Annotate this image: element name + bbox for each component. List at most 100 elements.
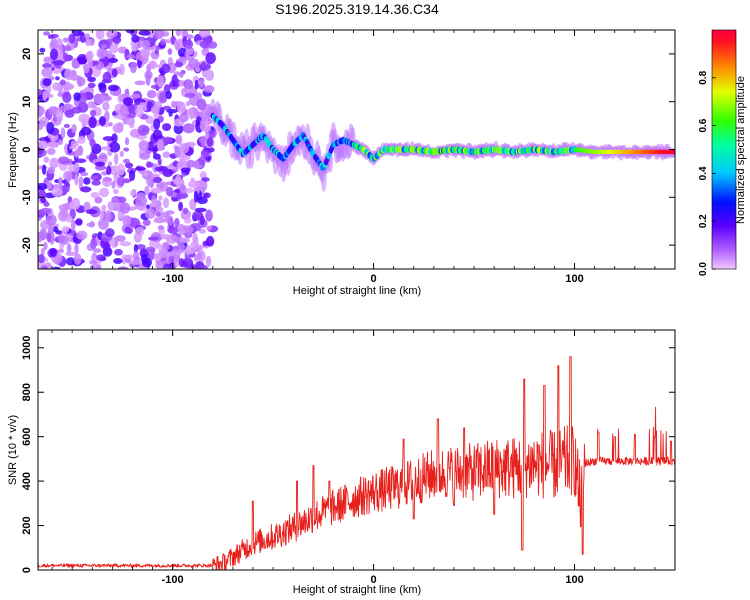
spectrogram-noise-blob bbox=[154, 215, 164, 223]
spectrogram-noise-blob bbox=[146, 162, 155, 168]
spectrogram-noise-blob bbox=[90, 191, 100, 198]
spectrogram-noise-blob bbox=[114, 240, 119, 247]
spectrogram-noise-blob bbox=[134, 80, 146, 86]
spectrogram-noise-blob bbox=[126, 54, 135, 59]
spectrogram-noise-blob bbox=[63, 123, 70, 128]
spectrogram-noise-blob bbox=[185, 47, 194, 56]
spectrogram-noise-blob bbox=[99, 187, 110, 198]
spectrogram-noise-blob bbox=[119, 105, 129, 117]
spectrogram-noise-blob bbox=[46, 147, 56, 156]
spectrogram-noise-blob bbox=[40, 247, 45, 256]
spectrogram-noise-blob bbox=[62, 37, 70, 43]
spectrogram-noise-blob bbox=[114, 235, 126, 242]
spectrogram-noise-blob bbox=[49, 48, 59, 61]
spectrogram-noise-blob bbox=[43, 31, 51, 36]
spectrogram-noise-blob bbox=[68, 33, 76, 44]
spectrogram-noise-blob bbox=[49, 248, 57, 258]
spectrogram-x-tick-label: 0 bbox=[371, 273, 377, 285]
spectrogram-noise-blob bbox=[53, 60, 65, 66]
spectrogram-noise-blob bbox=[182, 39, 194, 49]
spectrogram-noise-blob bbox=[180, 167, 191, 173]
spectrogram-noise-blob bbox=[78, 113, 90, 124]
spectrogram-noise-blob bbox=[176, 101, 186, 114]
spectrogram-noise-blob bbox=[58, 156, 70, 165]
spectrogram-noise-blob bbox=[123, 158, 130, 164]
spectrogram-noise-blob bbox=[117, 93, 123, 103]
spectrogram-noise-blob bbox=[200, 149, 210, 158]
spectrogram-noise-blob bbox=[124, 117, 136, 126]
spectrogram-noise-blob bbox=[173, 255, 180, 268]
figure-title: S196.2025.319.14.36.C34 bbox=[275, 1, 439, 17]
snr-panel: -100 0 100 0 200 400 600 800 1000 Height of str… bbox=[7, 329, 676, 596]
snr-x-tick-label: 100 bbox=[565, 574, 583, 586]
spectrogram-noise-blob bbox=[108, 57, 119, 63]
spectrogram-noise-blob bbox=[76, 76, 86, 87]
spectrogram-noise-blob bbox=[83, 63, 90, 74]
spectrogram-image bbox=[38, 30, 675, 269]
spectrogram-noise-blob bbox=[124, 226, 132, 234]
spectrogram-noise-blob bbox=[176, 191, 189, 200]
spectrogram-noise-blob bbox=[174, 61, 183, 68]
spectrogram-noise-blob bbox=[38, 123, 43, 131]
spectrogram-y-ticks: -20 -10 0 10 20 bbox=[21, 48, 675, 253]
spectrogram-noise-blob bbox=[153, 30, 164, 40]
spectrogram-y-tick-label: -10 bbox=[21, 189, 33, 205]
colorbar-tick-label: 0.8 bbox=[698, 70, 709, 84]
spectrogram-noise-blob bbox=[195, 92, 203, 100]
spectrogram-noise-blob bbox=[80, 126, 92, 136]
spectrogram-noise-blob bbox=[128, 169, 136, 182]
spectrogram-noise-blob bbox=[135, 106, 144, 118]
spectrogram-noise-blob bbox=[168, 111, 173, 117]
spectrogram-noise-blob bbox=[86, 222, 96, 227]
spectrogram-noise-blob bbox=[145, 73, 151, 86]
spectrogram-noise-blob bbox=[129, 61, 137, 74]
spectrogram-noise-blob bbox=[38, 190, 47, 199]
spectrogram-noise-blob bbox=[84, 33, 91, 40]
colorbar-ticks: 0.0 0.2 0.4 0.6 0.8 bbox=[698, 70, 716, 276]
spectrogram-noise-blob bbox=[69, 145, 77, 150]
spectrogram-noise-blob bbox=[58, 177, 64, 186]
spectrogram-noise-blob bbox=[130, 93, 141, 99]
spectrogram-noise-blob bbox=[90, 109, 97, 117]
spectrogram-noise-blob bbox=[124, 162, 134, 169]
spectrogram-noise-blob bbox=[43, 241, 48, 251]
spectrogram-noise-blob bbox=[205, 235, 215, 247]
colorbar: 0.0 0.2 0.4 0.6 0.8 Normalized spectral ampl… bbox=[698, 29, 747, 276]
spectrogram-noise-blob bbox=[158, 195, 163, 201]
spectrogram-noise-blob bbox=[135, 195, 148, 206]
spectrogram-noise-blob bbox=[105, 228, 115, 238]
spectrogram-noise-blob bbox=[98, 152, 108, 164]
spectrogram-noise-blob bbox=[74, 219, 83, 225]
spectrogram-noise-blob bbox=[181, 87, 190, 93]
spectrogram-noise-blob bbox=[119, 202, 131, 214]
spectrogram-noise-blob bbox=[188, 58, 200, 69]
spectrogram-noise-blob bbox=[132, 251, 140, 262]
spectrogram-noise-blob bbox=[87, 76, 96, 83]
spectrogram-noise-blob bbox=[105, 210, 112, 222]
spectrogram-noise-blob bbox=[44, 93, 54, 98]
spectrogram-noise-blob bbox=[200, 61, 207, 72]
spectrogram-noise-blob bbox=[193, 190, 198, 203]
spectrogram-noise-blob bbox=[178, 201, 184, 212]
spectrogram-noise-blob bbox=[38, 105, 45, 117]
spectrogram-noise-blob bbox=[51, 187, 63, 197]
spectrogram-noise-blob bbox=[206, 136, 214, 147]
snr-y-tick-label: 600 bbox=[21, 427, 33, 445]
spectrogram-noise-blob bbox=[123, 97, 134, 106]
spectrogram-noise-blob bbox=[186, 159, 196, 168]
spectrogram-noise-blob bbox=[167, 215, 174, 227]
spectrogram-noise-blob bbox=[102, 136, 114, 142]
spectrogram-noise-blob bbox=[141, 257, 153, 268]
spectrogram-noise-blob bbox=[155, 182, 165, 189]
spectrogram-y-tick-label: 10 bbox=[21, 96, 33, 108]
spectrogram-noise-blob bbox=[130, 258, 142, 266]
spectrogram-noise-blob bbox=[123, 147, 130, 152]
spectrogram-noise-blob bbox=[208, 41, 218, 49]
spectrogram-noise-blob bbox=[60, 208, 69, 219]
spectrogram-noise-blob bbox=[175, 30, 182, 37]
spectrogram-noise-blob bbox=[141, 39, 151, 50]
spectrogram-noise-blob bbox=[42, 90, 48, 101]
spectrogram-noise-blob bbox=[96, 48, 107, 59]
spectrogram-noise-blob bbox=[103, 242, 111, 253]
